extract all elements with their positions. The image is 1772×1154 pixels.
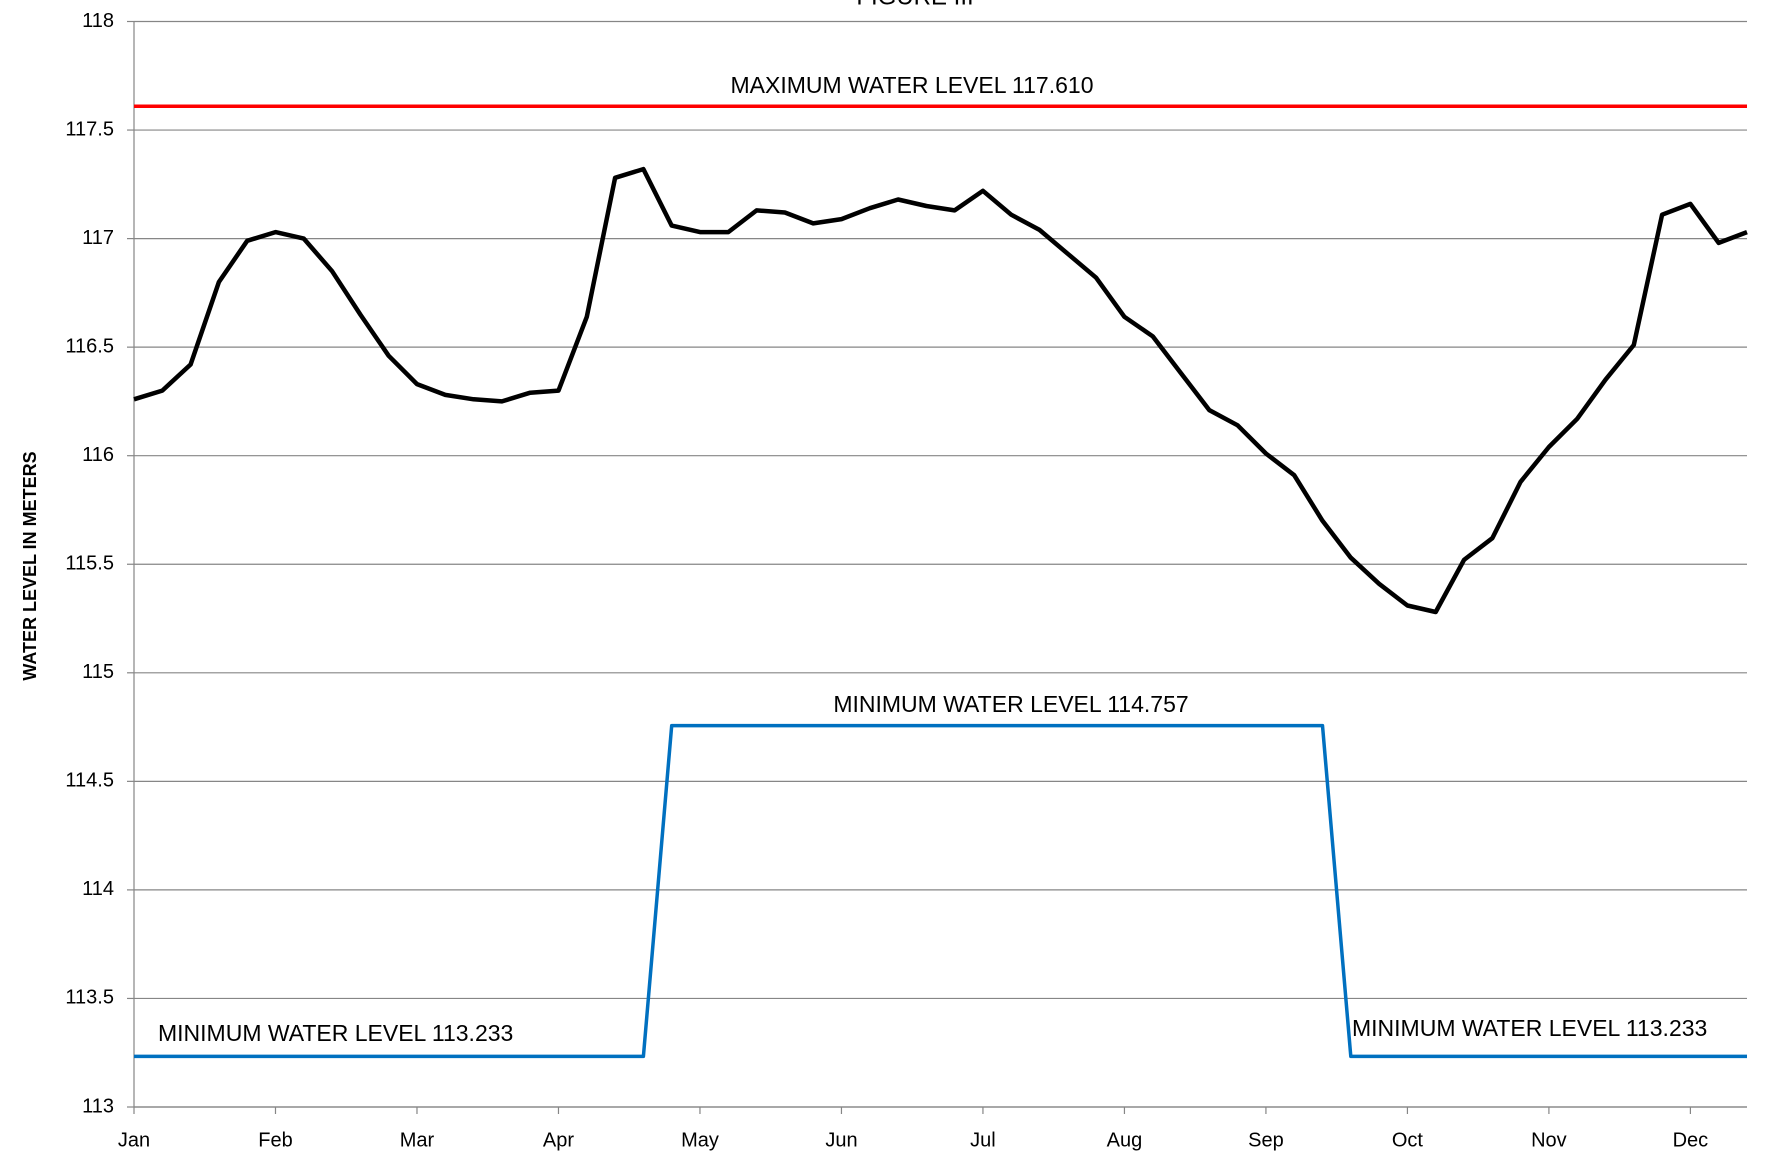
y-tick-label: 113.5 <box>65 987 114 1009</box>
series-line <box>134 723 1747 1059</box>
y-tick-label: 116.5 <box>65 335 114 357</box>
x-tick-label: Oct <box>1392 1129 1424 1151</box>
x-tick-label: Jan <box>118 1129 150 1151</box>
series-line <box>133 166 1748 615</box>
x-tick-label: Dec <box>1673 1129 1709 1151</box>
y-tick-label: 115 <box>82 661 114 683</box>
chart-title: FIGURE III <box>856 0 973 10</box>
x-tick-label: Mar <box>400 1129 435 1151</box>
y-tick-label: 116 <box>82 444 114 466</box>
annotation: MAXIMUM WATER LEVEL 117.610 <box>730 72 1093 98</box>
x-tick-label: Jul <box>970 1129 996 1151</box>
y-tick-label: 113 <box>82 1095 114 1117</box>
y-axis-label: WATER LEVEL IN METERS <box>20 451 40 680</box>
annotation: MINIMUM WATER LEVEL 114.757 <box>833 691 1188 717</box>
x-tick-label: Nov <box>1531 1129 1567 1151</box>
x-tick-label: Aug <box>1107 1129 1143 1151</box>
y-tick-label: 117 <box>82 227 114 249</box>
x-tick-label: Jun <box>825 1129 857 1151</box>
y-tick-label: 115.5 <box>65 553 114 575</box>
x-tick-label: Feb <box>258 1129 292 1151</box>
x-tick-label: Sep <box>1248 1129 1284 1151</box>
annotation: MINIMUM WATER LEVEL 113.233 <box>158 1020 513 1046</box>
x-tick-label: Apr <box>543 1129 574 1151</box>
annotation: MINIMUM WATER LEVEL 113.233 <box>1352 1015 1707 1041</box>
y-tick-label: 118 <box>82 10 114 32</box>
y-tick-label: 114 <box>82 878 114 900</box>
y-tick-label: 114.5 <box>65 770 114 792</box>
x-tick-label: May <box>681 1129 719 1151</box>
y-tick-label: 117.5 <box>65 118 114 140</box>
